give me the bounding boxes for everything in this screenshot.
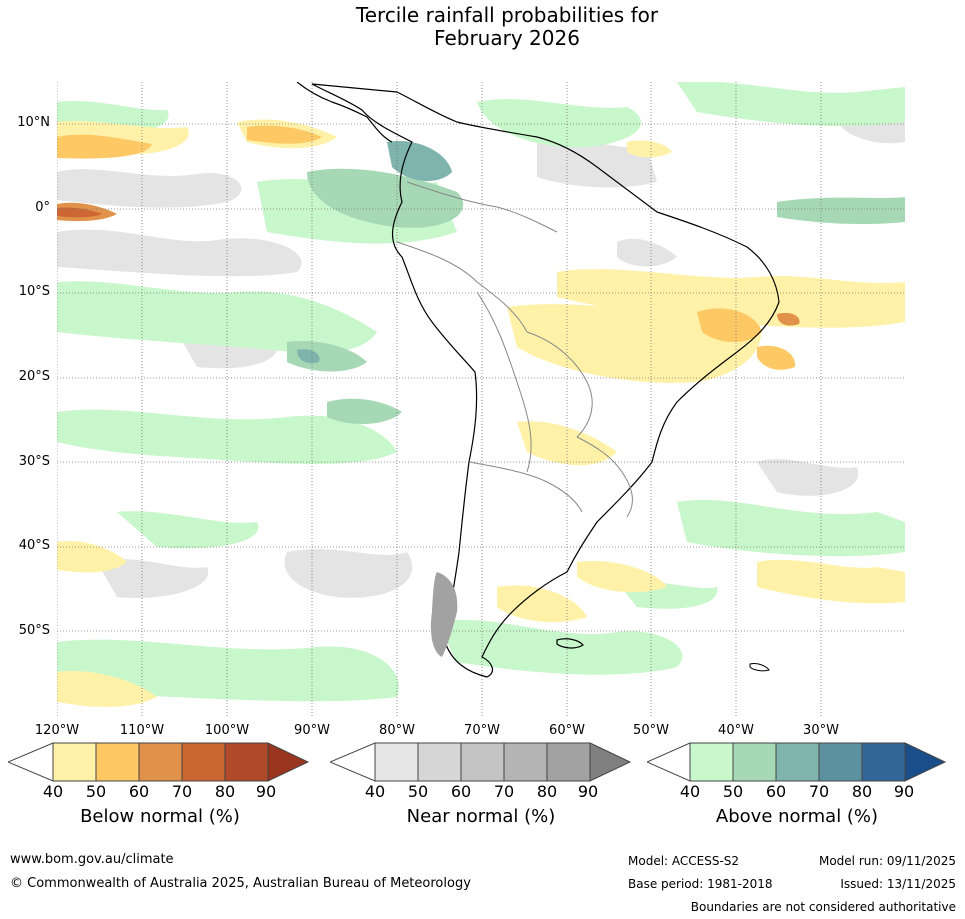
above-normal-swatch-50 — [732, 742, 777, 782]
lat-label-0: 0° — [35, 200, 50, 215]
lon-label-100w: 100°W — [204, 723, 250, 738]
near-tick-90: 90 — [577, 782, 599, 801]
near-normal-swatch-80 — [546, 742, 591, 782]
lon-label-40w: 40°W — [718, 723, 754, 738]
above-normal-swatch-80 — [861, 742, 906, 782]
lat-label-20s: 20°S — [18, 369, 50, 384]
south-georgia — [749, 663, 770, 672]
near-normal-swatch-40 — [374, 742, 419, 782]
near-tick-50: 50 — [407, 782, 429, 801]
lat-label-10s: 10°S — [18, 284, 50, 299]
below-normal-legend-title: Below normal (%) — [80, 806, 240, 827]
near-normal-legend-title: Near normal (%) — [406, 806, 556, 827]
lat-label-30s: 30°S — [18, 454, 50, 469]
above-normal-darkest-patches — [297, 141, 452, 364]
boundaries-disclaimer: Boundaries are not considered authoritat… — [690, 900, 956, 914]
below-normal-swatch-40 — [52, 742, 97, 782]
above-normal-legend-title: Above normal (%) — [715, 806, 879, 827]
below-tick-50: 50 — [85, 782, 107, 801]
lon-label-80w: 80°W — [379, 723, 415, 738]
below-normal-swatch-50 — [95, 742, 140, 782]
near-tick-70: 70 — [493, 782, 515, 801]
below-normal-peak-patch — [57, 207, 102, 218]
above-tick-50: 50 — [722, 782, 744, 801]
above-tick-60: 60 — [765, 782, 787, 801]
legend-above-normal — [645, 742, 949, 788]
below-normal-swatch-80 — [224, 742, 269, 782]
below-tick-90: 90 — [255, 782, 277, 801]
legend-near-normal — [328, 742, 632, 788]
model-name: Model: ACCESS-S2 — [628, 854, 740, 868]
near-normal-swatch-50 — [417, 742, 462, 782]
lon-label-90w: 90°W — [294, 723, 330, 738]
below-normal-swatch-70 — [181, 742, 226, 782]
issued-date: Issued: 13/11/2025 — [840, 877, 956, 891]
near-normal-swatch-90 — [589, 742, 632, 782]
below-tick-60: 60 — [128, 782, 150, 801]
country-borders — [396, 181, 633, 518]
lat-label-40s: 40°S — [18, 538, 50, 553]
rainfall-probability-map — [57, 82, 905, 716]
above-normal-dark-patches — [287, 168, 905, 424]
near-normal-patches — [57, 100, 905, 598]
above-normal-swatch-60 — [775, 742, 820, 782]
below-tick-40: 40 — [42, 782, 64, 801]
legend-below-normal — [6, 742, 310, 788]
model-run-date: Model run: 09/11/2025 — [818, 854, 956, 868]
above-tick-40: 40 — [679, 782, 701, 801]
above-normal-swatch-40 — [689, 742, 734, 782]
patagonia-near-normal-patch — [430, 572, 458, 657]
below-tick-70: 70 — [171, 782, 193, 801]
title-line-2: February 2026 — [434, 26, 580, 50]
above-tick-70: 70 — [808, 782, 830, 801]
near-tick-40: 40 — [364, 782, 386, 801]
lon-label-30w: 30°W — [803, 723, 839, 738]
lat-label-50s: 50°S — [18, 623, 50, 638]
near-tick-60: 60 — [450, 782, 472, 801]
lon-label-60w: 60°W — [549, 723, 585, 738]
falkland-islands — [556, 638, 584, 649]
website-link[interactable]: www.bom.gov.au/climate — [10, 852, 174, 867]
near-tick-80: 80 — [536, 782, 558, 801]
above-normal-swatch-90 — [904, 742, 947, 782]
lon-label-50w: 50°W — [633, 723, 669, 738]
near-normal-swatch-70 — [503, 742, 548, 782]
gridlines — [57, 82, 905, 716]
central-america-coastline — [296, 82, 393, 143]
above-tick-80: 80 — [851, 782, 873, 801]
lon-label-70w: 70°W — [464, 723, 500, 738]
map-title: Tercile rainfall probabilities for Febru… — [0, 4, 965, 50]
lon-label-120w: 120°W — [34, 723, 80, 738]
below-normal-swatch-90 — [267, 742, 310, 782]
lon-label-110w: 110°W — [119, 723, 165, 738]
near-normal-swatch-60 — [460, 742, 505, 782]
below-normal-medium-patches — [57, 125, 796, 370]
south-america-coastline — [311, 83, 780, 678]
above-tick-90: 90 — [893, 782, 915, 801]
lat-label-10n: 10°N — [17, 115, 50, 130]
base-period: Base period: 1981-2018 — [628, 877, 773, 891]
above-normal-swatch-70 — [818, 742, 863, 782]
title-line-1: Tercile rainfall probabilities for — [355, 3, 659, 27]
copyright-text: © Commonwealth of Australia 2025, Austra… — [10, 876, 471, 891]
below-tick-80: 80 — [214, 782, 236, 801]
below-normal-swatch-60 — [138, 742, 183, 782]
